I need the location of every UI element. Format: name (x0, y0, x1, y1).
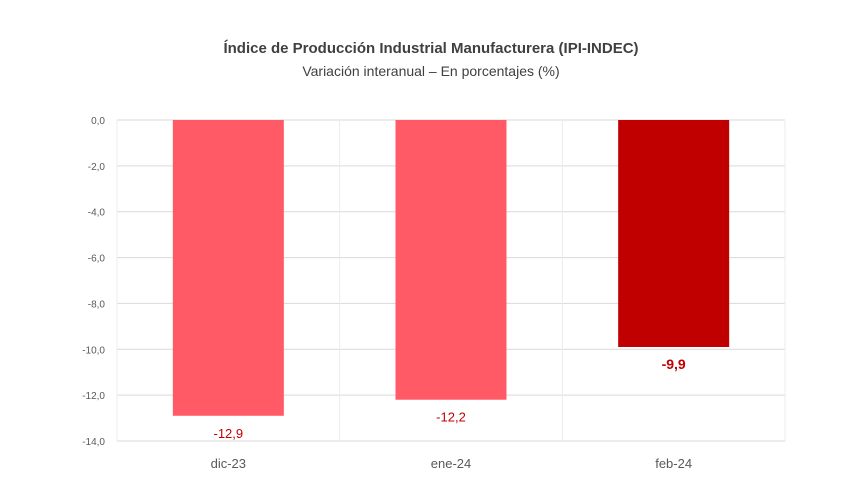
bar (618, 120, 730, 347)
y-tick-label: -6,0 (88, 254, 106, 265)
y-tick-label: -10,0 (82, 345, 105, 356)
bar (172, 120, 284, 416)
data-label: -12,9 (214, 426, 244, 441)
data-label: -9,9 (662, 356, 686, 372)
x-tick-label: dic-23 (211, 456, 246, 471)
data-label: -12,2 (436, 410, 466, 425)
y-tick-label: -2,0 (88, 162, 106, 173)
y-tick-label: 0,0 (91, 116, 105, 127)
x-tick-label: feb-24 (655, 456, 692, 471)
x-tick-label: ene-24 (431, 456, 471, 471)
y-tick-label: -14,0 (82, 437, 105, 448)
y-tick-label: -8,0 (88, 299, 106, 310)
chart-subtitle: Variación interanual – En porcentajes (%… (302, 63, 560, 79)
bar (395, 120, 507, 400)
y-tick-label: -12,0 (82, 391, 105, 402)
y-tick-label: -4,0 (88, 208, 106, 219)
chart-title: Índice de Producción Industrial Manufact… (223, 40, 639, 57)
